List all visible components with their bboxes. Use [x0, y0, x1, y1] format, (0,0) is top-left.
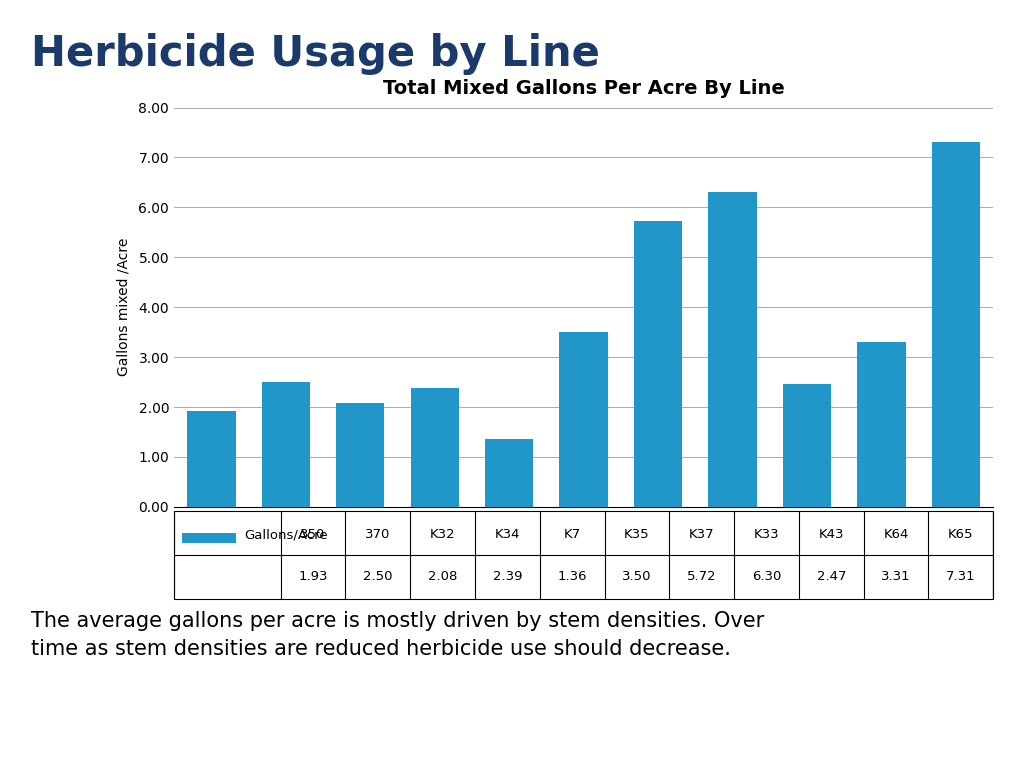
Bar [634, 221, 682, 507]
Y-axis label: Gallons mixed /Acre: Gallons mixed /Acre [116, 238, 130, 376]
Text: 6.30: 6.30 [752, 571, 781, 584]
Text: 3.31: 3.31 [882, 571, 911, 584]
Text: K32: K32 [430, 528, 456, 541]
Bar [709, 193, 757, 507]
Text: 350: 350 [300, 528, 326, 541]
Text: 2.39: 2.39 [493, 571, 522, 584]
Text: 7.31: 7.31 [946, 571, 976, 584]
Text: The average gallons per acre is mostly driven by stem densities. Over
time as st: The average gallons per acre is mostly d… [31, 611, 764, 659]
Text: K65: K65 [948, 528, 974, 541]
Text: 1.36: 1.36 [557, 571, 587, 584]
Text: K7: K7 [563, 528, 581, 541]
Bar [783, 383, 831, 507]
Text: 2.50: 2.50 [364, 571, 392, 584]
Text: K43: K43 [818, 528, 844, 541]
Bar [857, 342, 906, 507]
Text: 370: 370 [366, 528, 390, 541]
Text: K35: K35 [624, 528, 650, 541]
Text: K33: K33 [754, 528, 779, 541]
Bar [261, 382, 310, 507]
Text: 2.08: 2.08 [428, 571, 458, 584]
Text: Gallons/Acre: Gallons/Acre [245, 528, 328, 541]
Text: 6: 6 [18, 738, 29, 753]
Text: K34: K34 [495, 528, 520, 541]
Text: K37: K37 [689, 528, 715, 541]
Bar [559, 332, 608, 507]
Bar [336, 403, 384, 507]
Text: 2.47: 2.47 [816, 571, 846, 584]
Text: 1.93: 1.93 [298, 571, 328, 584]
Bar [932, 142, 980, 507]
Text: Herbicide Usage by Line: Herbicide Usage by Line [31, 33, 600, 75]
Bar [182, 533, 237, 542]
Text: K64: K64 [884, 528, 908, 541]
Bar [411, 388, 459, 507]
Title: Total Mixed Gallons Per Acre By Line: Total Mixed Gallons Per Acre By Line [383, 78, 784, 98]
Text: 5.72: 5.72 [687, 571, 717, 584]
Bar [485, 439, 534, 507]
Text: 3.50: 3.50 [623, 571, 651, 584]
Bar [187, 411, 236, 507]
